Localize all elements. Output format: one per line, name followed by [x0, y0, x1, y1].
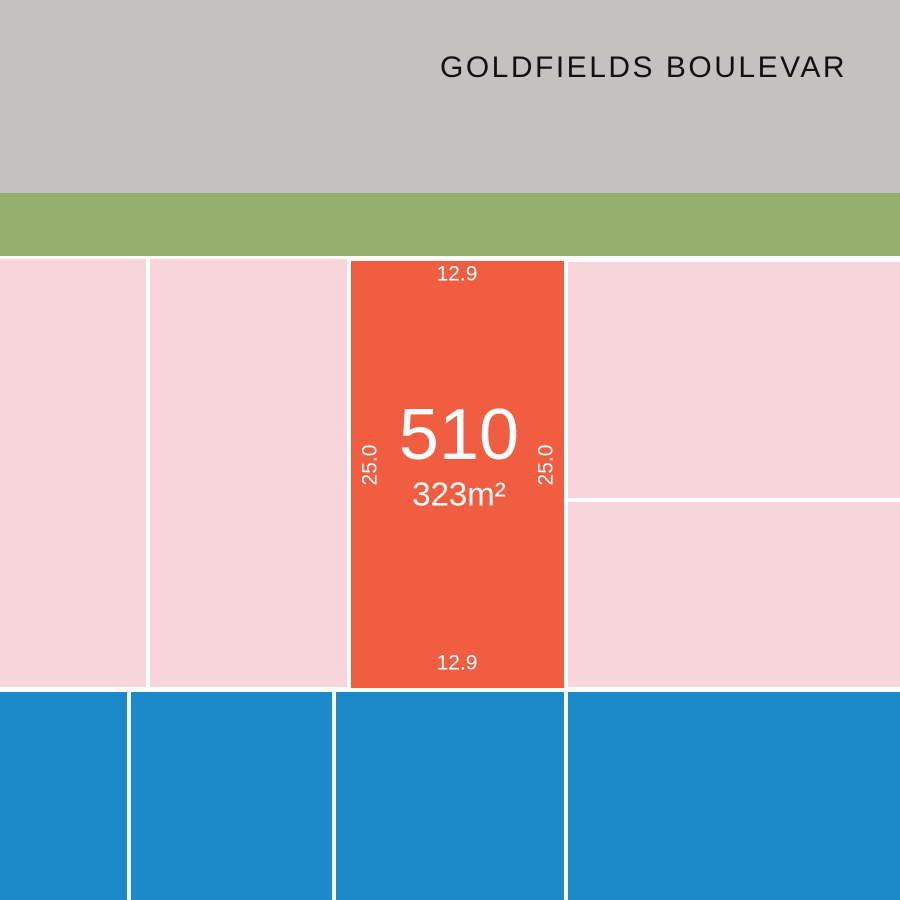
neighbour-lot: [568, 502, 900, 687]
neighbour-lot: [0, 259, 146, 687]
lot-area: 323m²: [412, 476, 506, 513]
lot-depth-right: 25.0: [535, 445, 558, 486]
neighbour-lot: [568, 262, 900, 498]
lot-number: 510: [399, 395, 519, 475]
other-lot: [0, 692, 127, 900]
lot-frontage-top: 12.9: [437, 263, 478, 286]
lot-frontage-bottom: 12.9: [437, 652, 478, 675]
street-name: GOLDFIELDS BOULEVAR: [440, 51, 847, 84]
other-lot: [131, 692, 332, 900]
verge: [0, 193, 900, 256]
road: [0, 0, 900, 193]
lot-depth-left: 25.0: [359, 445, 382, 486]
neighbour-lot: [150, 259, 347, 687]
highlighted-lot[interactable]: [351, 261, 564, 688]
other-lot: [336, 692, 564, 900]
other-lot: [568, 692, 900, 900]
